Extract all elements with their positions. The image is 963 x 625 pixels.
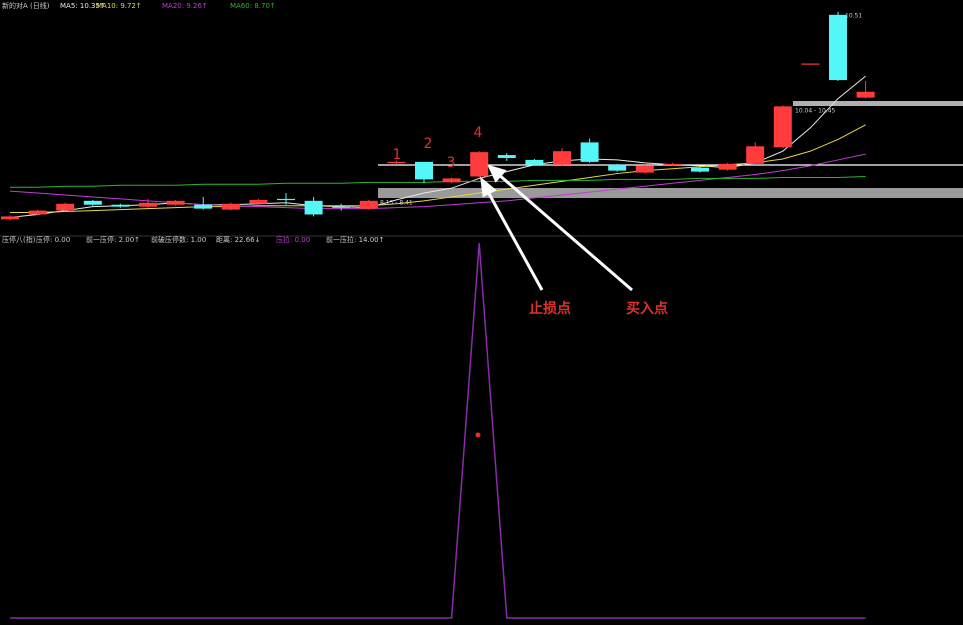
legend-item: MA5: 10.35↑ [60, 2, 106, 10]
candle-body [277, 198, 295, 201]
indicator-field: 前破压停数: 1.00 [151, 235, 206, 244]
candle-body [608, 164, 627, 171]
candle-body [221, 203, 240, 210]
annotation: 3 [447, 155, 456, 171]
candle-body [442, 178, 461, 183]
ma-line [10, 175, 866, 188]
support-band [378, 188, 963, 198]
legend-item: MA20: 9.26↑ [162, 2, 208, 10]
arrow-head [480, 176, 497, 198]
indicator-field: 压停: 0.00 [36, 235, 70, 244]
annotation: 2 [424, 136, 433, 152]
candle-body [166, 200, 185, 205]
indicator-line [10, 242, 866, 619]
indicator-field: 前一压停: 2.00↑ [86, 235, 140, 244]
resistance-band [793, 101, 963, 106]
candle-body [525, 159, 544, 165]
indicator-panel [10, 242, 866, 619]
chart-title: 新的对A (日线) [2, 1, 50, 10]
ma-line [10, 124, 866, 214]
candle-body [139, 202, 157, 207]
indicator-field: 压拉: 0.00 [276, 235, 310, 244]
candle-body [1, 216, 19, 220]
arrow-buy [497, 172, 633, 292]
candle-body [635, 165, 654, 173]
legend-item: MA10: 9.72↑ [96, 2, 142, 10]
candle-body [194, 204, 213, 209]
signal-dot [475, 432, 481, 438]
candle-body [304, 200, 323, 215]
indicator-title: 压停八(指) [2, 235, 36, 244]
candle-body [83, 200, 102, 205]
candle-body [801, 63, 820, 65]
price-label: 8.13 - 8.41 [380, 200, 413, 207]
candle-body [387, 161, 406, 164]
candle-body [856, 91, 875, 98]
annotation: 4 [474, 125, 483, 141]
candle-body [553, 151, 571, 165]
annotation: 1 [393, 147, 402, 163]
candle-body [663, 163, 682, 166]
arrow-stop [485, 189, 544, 291]
candle-body [415, 161, 433, 180]
candle-body [829, 14, 847, 81]
candle-body [773, 106, 792, 148]
arrows [480, 164, 633, 292]
candle-body [580, 142, 599, 162]
candle-body [746, 146, 765, 164]
candle-body [249, 199, 268, 204]
candle-body [691, 167, 709, 172]
legend-item: MA60: 8.70↑ [230, 2, 276, 10]
price-label: 10.51 [845, 13, 862, 20]
arrow-head [487, 164, 507, 183]
indicator-field: 前一压拉: 14.00↑ [326, 235, 385, 244]
candle-body [497, 155, 516, 158]
indicator-field: 距离: 22.66↓ [216, 235, 261, 244]
candle-body [718, 163, 737, 170]
price-label: 10.04 - 10.45 [795, 108, 836, 115]
candle-body [28, 210, 47, 215]
candle-body [470, 152, 489, 177]
candle-body [111, 204, 130, 207]
annotation: 买入点 [626, 300, 668, 317]
candle-body [359, 200, 378, 209]
candle-body [332, 206, 351, 208]
annotation: 止损点 [529, 300, 571, 317]
price-panel [1, 11, 875, 221]
candle-body [56, 203, 75, 211]
